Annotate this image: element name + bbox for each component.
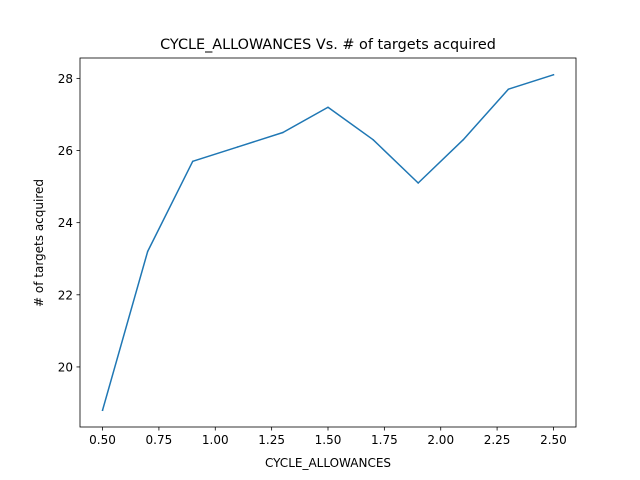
data-point	[417, 182, 419, 184]
x-tick-label: 2.00	[427, 433, 454, 447]
data-point	[282, 131, 284, 134]
data-point	[462, 138, 465, 141]
data-point	[372, 138, 374, 141]
x-tick-label: 1.25	[258, 433, 285, 447]
y-tick-label: 26	[58, 144, 73, 158]
y-tick-label: 22	[58, 288, 73, 302]
x-tick-label: 1.00	[202, 433, 229, 447]
plot-area: 0.50 0.75 1.00 1.25 1.50 1.75 2.00 2.25 2.50 20 22…	[58, 57, 577, 447]
x-tick-label: 0.75	[146, 433, 173, 447]
data-point	[327, 106, 329, 108]
x-tick-label: 2.50	[540, 433, 567, 447]
y-tick-label: 24	[58, 216, 73, 230]
data-point	[101, 409, 104, 411]
x-axis-title: CYCLE_ALLOWANCES	[265, 456, 391, 470]
x-tick-label: 1.75	[371, 433, 398, 447]
data-point	[191, 160, 194, 163]
y-tick-label: 28	[58, 72, 73, 86]
data-point	[146, 250, 149, 253]
chart-title: CYCLE_ALLOWANCES Vs. # of targets acquir…	[160, 37, 496, 53]
y-axis-title: # of targets acquired	[32, 179, 46, 307]
x-tick-label: 1.50	[315, 433, 342, 447]
data-point	[507, 88, 510, 90]
data-point	[237, 146, 239, 148]
x-tick-label: 0.50	[89, 433, 116, 447]
data-point	[552, 74, 555, 76]
y-tick-label: 20	[58, 360, 73, 374]
x-tick-label: 2.25	[484, 433, 511, 447]
